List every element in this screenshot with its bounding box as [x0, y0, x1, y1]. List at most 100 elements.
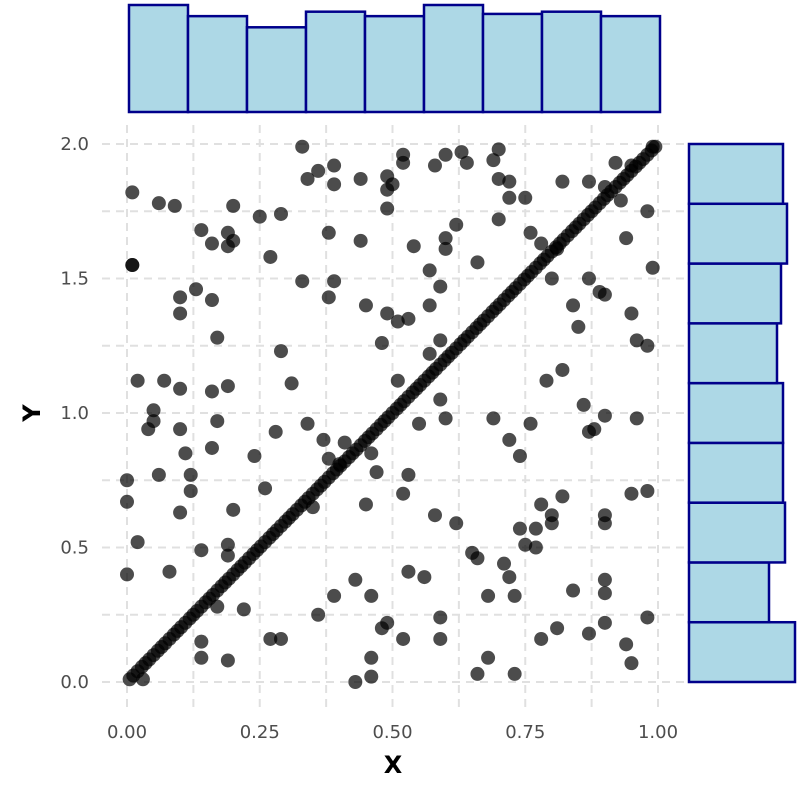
x-tick-label: 0.75 — [505, 722, 545, 743]
scatter-point — [311, 607, 326, 622]
y-tick-label: 1.5 — [60, 269, 89, 290]
scatter-point — [151, 196, 166, 211]
x-axis-ticks: 0.00 0.25 0.50 0.75 1.00 — [107, 722, 678, 743]
scatter-point — [459, 155, 474, 170]
scatter-point — [433, 631, 448, 646]
scatter-point — [337, 435, 352, 450]
y-tick-label: 0.5 — [60, 538, 89, 559]
scatter-point — [449, 217, 464, 232]
scatter-point — [263, 631, 278, 646]
scatter-point — [512, 449, 527, 464]
scatter-point — [204, 384, 219, 399]
scatter-point — [491, 142, 506, 157]
scatter-point — [295, 274, 310, 289]
scatter-point — [648, 139, 663, 154]
scatter-point — [204, 440, 219, 455]
scatter-point — [597, 586, 612, 601]
scatter-point — [173, 381, 188, 396]
scatter-point — [210, 330, 225, 345]
scatter-point — [353, 233, 368, 248]
scatter-point — [321, 290, 336, 305]
scatter-point — [327, 177, 342, 192]
scatter-point — [406, 239, 421, 254]
scatter-point — [157, 373, 172, 388]
scatter-point — [353, 171, 368, 186]
scatter-point — [481, 588, 496, 603]
scatter-point — [273, 206, 288, 221]
scatter-point — [210, 414, 225, 429]
top-histogram-bar — [127, 3, 190, 114]
top-histogram-bar — [186, 14, 249, 114]
scatter-point — [369, 465, 384, 480]
scatter-point — [438, 147, 453, 162]
scatter-point — [619, 637, 634, 652]
scatter-point — [327, 158, 342, 173]
scatter-point — [385, 177, 400, 192]
scatter-point — [523, 225, 538, 240]
scatter-point — [327, 274, 342, 289]
scatter-point — [401, 311, 416, 326]
scatter-point — [364, 650, 379, 665]
scatter-points — [120, 139, 663, 689]
scatter-point — [449, 516, 464, 531]
scatter-point — [550, 621, 565, 636]
scatter-point — [544, 516, 559, 531]
scatter-point — [422, 346, 437, 361]
scatter-point — [597, 287, 612, 302]
scatter-point — [194, 650, 209, 665]
scatter-point — [581, 271, 596, 286]
scatter-point — [502, 190, 517, 205]
scatter-point — [141, 422, 156, 437]
scatter-point — [226, 502, 241, 517]
scatter-point — [173, 306, 188, 321]
scatter-point — [204, 293, 219, 308]
scatter-point — [125, 258, 140, 273]
scatter-point — [236, 602, 251, 617]
scatter-point — [295, 139, 310, 154]
scatter-point — [597, 508, 612, 523]
scatter-point — [311, 163, 326, 178]
x-tick-label: 1.00 — [638, 722, 678, 743]
scatter-point — [534, 236, 549, 251]
scatter-point — [401, 467, 416, 482]
scatter-point — [502, 570, 517, 585]
scatter-point — [194, 543, 209, 558]
scatter-point — [268, 424, 283, 439]
scatter-point — [396, 631, 411, 646]
scatter-point — [597, 615, 612, 630]
scatter-point — [321, 225, 336, 240]
scatter-point — [438, 241, 453, 256]
scatter-point — [380, 201, 395, 216]
scatter-point — [512, 521, 527, 536]
scatter-point — [204, 236, 219, 251]
right-histogram-bar — [687, 142, 785, 206]
scatter-point — [555, 362, 570, 377]
scatter-point — [576, 397, 591, 412]
scatter-point — [608, 155, 623, 170]
scatter-point — [300, 416, 315, 431]
y-tick-label: 2.0 — [60, 134, 89, 155]
scatter-point — [497, 556, 512, 571]
scatter-point — [597, 572, 612, 587]
scatter-point — [486, 411, 501, 426]
scatter-point — [173, 505, 188, 520]
scatter-point — [427, 508, 442, 523]
scatter-point — [173, 422, 188, 437]
top-histogram-bar — [422, 3, 485, 114]
scatter-point — [327, 588, 342, 603]
scatter-point — [321, 451, 336, 466]
top-histogram-bar — [245, 26, 308, 114]
right-histogram-bar — [687, 620, 797, 684]
top-histogram-bar — [363, 14, 426, 114]
scatter-point — [534, 631, 549, 646]
scatter-point — [284, 376, 299, 391]
scatter-point — [486, 153, 501, 168]
scatter-point — [189, 282, 204, 297]
scatter-point — [619, 231, 634, 246]
scatter-point — [518, 537, 533, 552]
scatter-point — [364, 669, 379, 684]
scatter-point — [220, 653, 235, 668]
scatter-point — [167, 198, 182, 213]
scatter-point — [220, 537, 235, 552]
scatter-point — [374, 336, 389, 351]
